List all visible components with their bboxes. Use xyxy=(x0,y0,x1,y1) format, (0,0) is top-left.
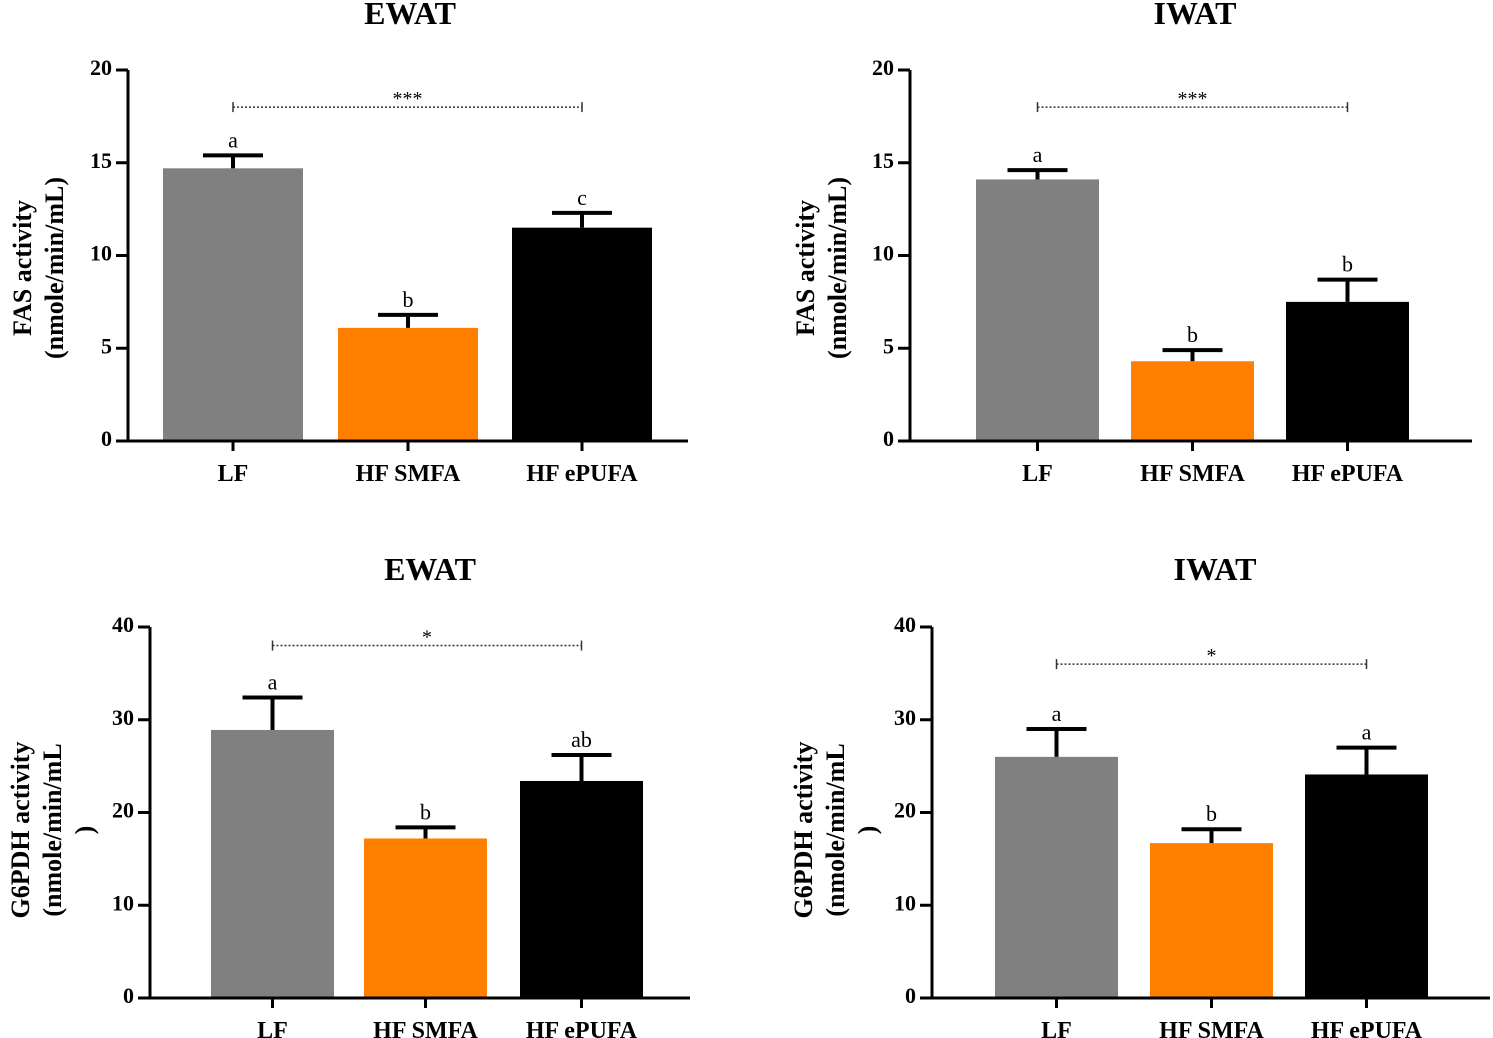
bar-hf-smfa xyxy=(364,838,487,998)
x-tick-label: HF SMFA xyxy=(1140,461,1245,487)
chart-panel-4: IWAT G6PDH activity (nmole/min/mL) a b a 0 10 20… xyxy=(789,551,1490,1038)
y-tick-label: 0 xyxy=(883,426,894,451)
x-tick-label: HF SMFA xyxy=(373,1018,478,1038)
chart-panel-2: IWAT FAS activity (nmole/min/mL) a b b 0 5 10 15 2… xyxy=(791,0,1472,487)
x-tick-label: HF SMFA xyxy=(356,461,461,487)
chart-title: EWAT xyxy=(384,551,476,587)
bar-lf xyxy=(976,179,1099,441)
significance-letter: c xyxy=(577,185,587,210)
y-tick-label: 0 xyxy=(123,983,134,1008)
y-tick-label: 15 xyxy=(872,148,894,173)
x-tick-label: HF ePUFA xyxy=(526,461,638,487)
significance-letter: a xyxy=(228,127,238,152)
significance-letter: a xyxy=(1033,142,1043,167)
significance-letter: b xyxy=(420,799,431,824)
y-tick-label: 0 xyxy=(905,983,916,1008)
y-axis-label: G6PDH activity xyxy=(6,742,35,919)
y-axis-label: (nmole/min/mL) xyxy=(823,177,852,359)
significance-letter: a xyxy=(1052,701,1062,726)
y-tick-label: 5 xyxy=(883,333,894,358)
bar-hf-epufa xyxy=(520,780,643,998)
bar-hf-epufa xyxy=(1286,301,1409,441)
y-tick-label: 40 xyxy=(894,612,916,637)
x-tick-label: LF xyxy=(1041,1018,1072,1038)
y-tick-label: 20 xyxy=(90,55,112,80)
bar-hf-epufa xyxy=(512,227,652,441)
x-tick-label: HF ePUFA xyxy=(1311,1018,1423,1038)
y-tick-label: 10 xyxy=(112,890,134,915)
x-tick-label: HF SMFA xyxy=(1159,1018,1264,1038)
significance-letter: b xyxy=(1206,801,1217,826)
significance-stars: *** xyxy=(393,88,423,110)
x-tick-label: LF xyxy=(1022,461,1053,487)
bar-hf-epufa xyxy=(1305,774,1428,998)
y-axis-label: ) xyxy=(853,826,882,835)
y-axis-label: (nmole/min/mL xyxy=(38,743,67,916)
y-tick-label: 30 xyxy=(112,705,134,730)
x-tick-label: HF ePUFA xyxy=(1292,461,1404,487)
y-tick-label: 15 xyxy=(90,148,112,173)
y-tick-label: 10 xyxy=(90,241,112,266)
y-tick-label: 20 xyxy=(112,798,134,823)
y-tick-label: 20 xyxy=(894,798,916,823)
chart-title: IWAT xyxy=(1154,0,1237,31)
y-axis-label: FAS activity xyxy=(791,200,820,336)
chart-panel-1: EWAT FAS activity (nmole/min/mL) a b c 0 5 10 15 2… xyxy=(8,0,688,487)
y-tick-label: 10 xyxy=(872,241,894,266)
y-axis-label: ) xyxy=(70,826,99,835)
significance-stars: *** xyxy=(1178,88,1208,110)
y-tick-label: 5 xyxy=(101,333,112,358)
significance-letter: ab xyxy=(571,727,592,752)
x-tick-label: HF ePUFA xyxy=(526,1018,638,1038)
chart-title: EWAT xyxy=(364,0,456,31)
y-tick-label: 30 xyxy=(894,705,916,730)
bar-lf xyxy=(211,729,334,998)
significance-letter: a xyxy=(268,669,278,694)
significance-stars: * xyxy=(422,627,432,649)
bar-hf-smfa xyxy=(1131,361,1254,441)
significance-letter: b xyxy=(1342,252,1353,277)
y-tick-label: 20 xyxy=(872,55,894,80)
y-tick-label: 10 xyxy=(894,890,916,915)
x-tick-label: LF xyxy=(257,1018,288,1038)
bar-lf xyxy=(995,756,1118,998)
y-axis-label: (nmole/min/mL) xyxy=(40,177,69,359)
chart-title: IWAT xyxy=(1174,551,1257,587)
y-axis-label: G6PDH activity xyxy=(789,742,818,919)
y-axis-label: (nmole/min/mL xyxy=(821,743,850,916)
significance-letter: b xyxy=(1187,322,1198,347)
significance-letter: b xyxy=(403,287,414,312)
x-tick-label: LF xyxy=(218,461,249,487)
bar-lf xyxy=(163,168,303,441)
significance-letter: a xyxy=(1362,720,1372,745)
bar-hf-smfa xyxy=(338,327,478,441)
bar-hf-smfa xyxy=(1150,843,1273,998)
y-tick-label: 40 xyxy=(112,612,134,637)
significance-stars: * xyxy=(1207,645,1217,667)
y-tick-label: 0 xyxy=(101,426,112,451)
y-axis-label: FAS activity xyxy=(8,200,37,336)
